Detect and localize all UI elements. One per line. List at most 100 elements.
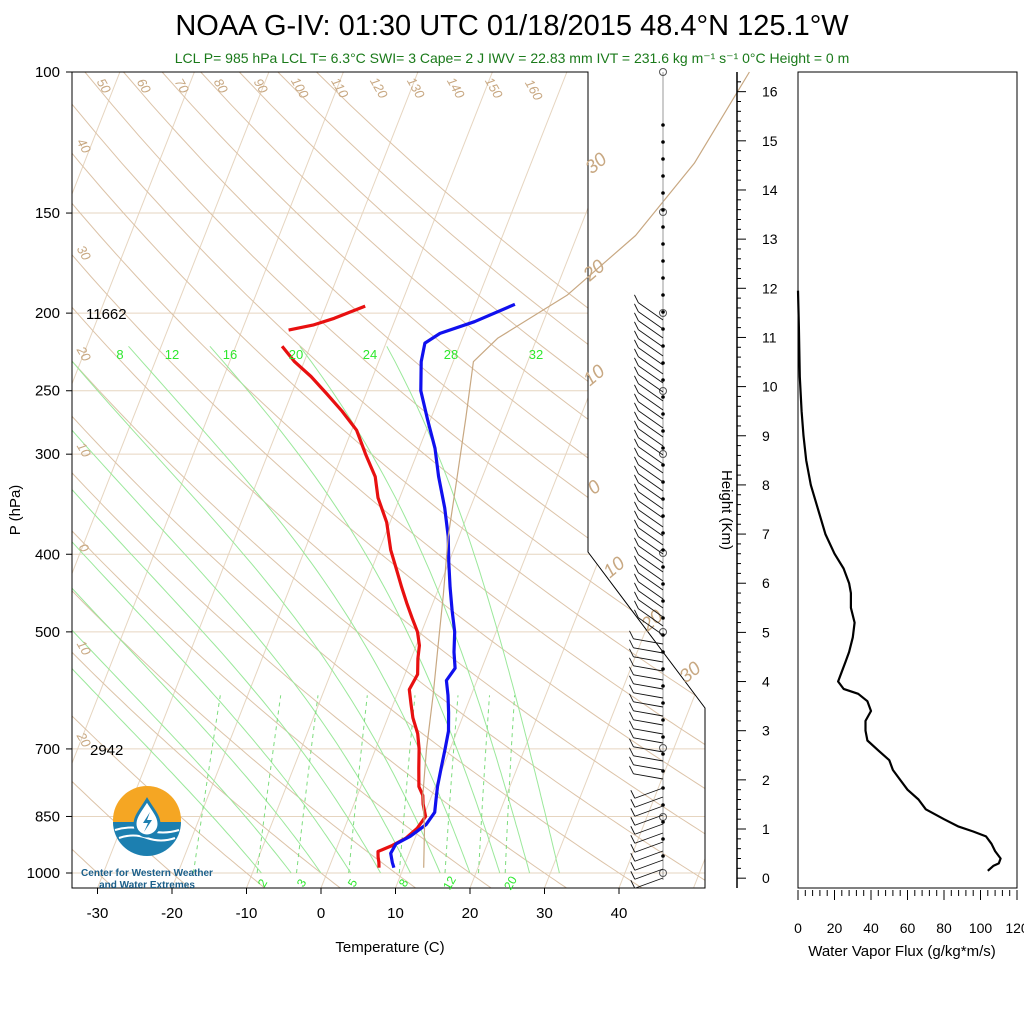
dry-adiabat (72, 72, 344, 888)
isotherm-line (0, 72, 45, 888)
logo (113, 786, 181, 856)
wind-barb (638, 302, 664, 321)
barb-dot (661, 548, 665, 552)
skewt-labels: -30 -20 -10 0 10 20 30 401001502002503004005007… (7, 64, 706, 956)
moist-adiabat (72, 345, 441, 874)
dry-adiabat-label: 100 (288, 75, 312, 102)
wind-barb (633, 737, 664, 744)
dry-adiabat (72, 72, 193, 888)
wind-barb-flag (634, 555, 639, 564)
barb-calm-circle (659, 450, 667, 458)
isotherm-label: 20 (73, 729, 94, 751)
isotherm-label-right: 30 (676, 658, 706, 688)
y-tick-label: 200 (35, 305, 60, 322)
dry-adiabat-label: 80 (211, 76, 232, 97)
barb-dot (661, 701, 665, 705)
dry-adiabat-label: 90 (251, 76, 272, 97)
mixing-ratio-line (256, 695, 282, 874)
isotherm-label: 0 (76, 541, 93, 555)
wind-barb (638, 392, 664, 411)
height-tick-label: 5 (762, 624, 770, 640)
moist-adiabat (72, 345, 382, 874)
wind-barb-flag (634, 420, 639, 429)
isotherm-line (395, 72, 705, 888)
barb-dot (661, 752, 665, 756)
barb-dot (661, 123, 665, 127)
dry-adiabat (72, 72, 705, 888)
wind-barb (634, 823, 664, 835)
dry-adiabat (72, 72, 705, 888)
dry-adiabat (72, 72, 419, 888)
isotherm-line (72, 72, 195, 888)
sounding-line-1 (280, 345, 428, 868)
barb-dot (661, 735, 665, 739)
y-axis-label: P (hPa) (7, 485, 24, 536)
dry-adiabat-label: 60 (134, 76, 155, 97)
height-tick-label: 3 (762, 723, 770, 739)
isotherm-line (72, 72, 270, 888)
height-tick-label: 11 (762, 329, 777, 345)
wind-barb (634, 859, 664, 871)
dry-adiabat-label: 150 (482, 75, 506, 102)
wind-barb (633, 755, 664, 762)
wind-barb (638, 563, 664, 582)
moist-adiabat (299, 346, 531, 874)
x-tick-label: 10 (387, 905, 404, 922)
x-axis-label: Temperature (C) (335, 939, 444, 956)
annotation-top-height: 11662 (86, 306, 127, 323)
wind-barb-flag (634, 303, 639, 312)
wind-barb (633, 665, 664, 672)
wind-barb-flag (630, 853, 636, 862)
wind-barb-flag (634, 465, 639, 474)
dry-adiabat-label: 140 (444, 75, 468, 102)
wind-barb-flag (634, 294, 639, 303)
wind-barb (638, 437, 664, 456)
wind-barb (638, 581, 664, 600)
dry-adiabat (161, 72, 705, 888)
sounding-line-2 (389, 302, 516, 869)
moist-adiabat (72, 442, 292, 874)
dry-adiabat-label: 70 (172, 76, 193, 97)
barb-dot (661, 225, 665, 229)
wind-barb (638, 509, 664, 528)
height-tick-label: 8 (762, 477, 770, 493)
wind-barb (634, 850, 664, 862)
x-tick-label: 40 (611, 905, 628, 922)
wind-barb (633, 692, 664, 699)
barb-dot (661, 412, 665, 416)
wind-barb-flag (634, 546, 639, 555)
x-tick-label: 30 (536, 905, 553, 922)
barb-dot (661, 667, 665, 671)
height-tick-label: 0 (762, 870, 770, 886)
barb-dot (661, 157, 665, 161)
wind-barb (638, 347, 664, 366)
logo-wave-2 (118, 834, 176, 842)
wind-barb-flag (629, 738, 634, 747)
isotherm-label: 10 (74, 440, 95, 461)
wind-barb-flag (629, 756, 634, 765)
isotherm-line (469, 72, 705, 888)
skewt-frame (66, 71, 706, 894)
isotherm-label-right: 10 (600, 553, 630, 583)
annotation-bottom-height: 2942 (90, 742, 123, 759)
wind-barb-flag (630, 844, 636, 853)
logo-line-2: and Water Extremes (99, 880, 195, 891)
wind-barb (633, 719, 664, 726)
wind-barbs (629, 68, 667, 889)
barb-dot (661, 208, 665, 212)
wind-barb-flag (634, 609, 639, 618)
wind-barb (638, 329, 664, 348)
moist-adiabat (72, 404, 322, 874)
wind-barb (633, 683, 664, 690)
isotherm-line (72, 72, 121, 888)
mixing-ratio-line (504, 695, 516, 874)
wind-barb (638, 590, 664, 609)
wind-barb-flag (630, 835, 636, 844)
wind-barb (633, 773, 664, 780)
chart-subtitle: LCL P= 985 hPa LCL T= 6.3°C SWI= 3 Cape=… (174, 50, 850, 66)
wind-barb-flag (629, 630, 634, 639)
isotherm-line (97, 72, 419, 888)
isotherm-label: 20 (73, 343, 94, 365)
isotherm-line (72, 72, 344, 888)
barb-dot (661, 242, 665, 246)
